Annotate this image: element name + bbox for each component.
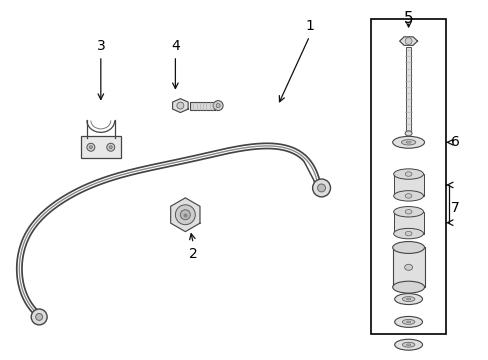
Circle shape [312, 179, 330, 197]
Ellipse shape [402, 342, 414, 347]
Ellipse shape [392, 281, 424, 293]
Polygon shape [170, 198, 200, 231]
Ellipse shape [406, 321, 410, 323]
Circle shape [106, 143, 115, 151]
Ellipse shape [406, 298, 410, 300]
Circle shape [31, 309, 47, 325]
Ellipse shape [405, 231, 411, 236]
Text: 6: 6 [450, 135, 459, 149]
Ellipse shape [394, 316, 422, 327]
Ellipse shape [405, 210, 411, 214]
Circle shape [180, 210, 190, 220]
Ellipse shape [405, 194, 411, 198]
Ellipse shape [392, 136, 424, 148]
Bar [393, 174, 423, 196]
Ellipse shape [404, 131, 411, 136]
Ellipse shape [404, 264, 412, 270]
Ellipse shape [393, 228, 423, 239]
Bar [405, 47, 410, 133]
Text: 3: 3 [96, 39, 105, 53]
Bar [392, 247, 424, 287]
Bar [190, 102, 218, 109]
Polygon shape [399, 37, 417, 45]
Bar [81, 136, 121, 158]
Text: 7: 7 [450, 201, 459, 215]
Bar [393, 212, 423, 234]
Ellipse shape [393, 207, 423, 217]
Circle shape [213, 100, 223, 111]
Ellipse shape [393, 191, 423, 201]
Ellipse shape [393, 169, 423, 179]
Text: 4: 4 [171, 39, 180, 53]
Circle shape [216, 104, 220, 108]
Circle shape [109, 146, 112, 149]
Circle shape [36, 314, 42, 320]
Ellipse shape [406, 141, 410, 143]
Ellipse shape [394, 294, 422, 305]
Ellipse shape [394, 339, 422, 350]
Circle shape [89, 146, 92, 149]
Ellipse shape [402, 297, 414, 302]
Text: 5: 5 [403, 11, 412, 26]
Circle shape [177, 102, 183, 109]
Ellipse shape [392, 242, 424, 253]
Circle shape [175, 205, 195, 225]
Ellipse shape [402, 319, 414, 324]
Circle shape [317, 184, 325, 192]
Ellipse shape [401, 140, 415, 145]
Polygon shape [172, 99, 188, 113]
Ellipse shape [405, 172, 411, 176]
Circle shape [87, 143, 95, 151]
Ellipse shape [406, 344, 410, 346]
Circle shape [404, 37, 411, 45]
Text: 2: 2 [188, 247, 197, 261]
Bar [370, 19, 446, 334]
Text: 1: 1 [305, 19, 313, 33]
